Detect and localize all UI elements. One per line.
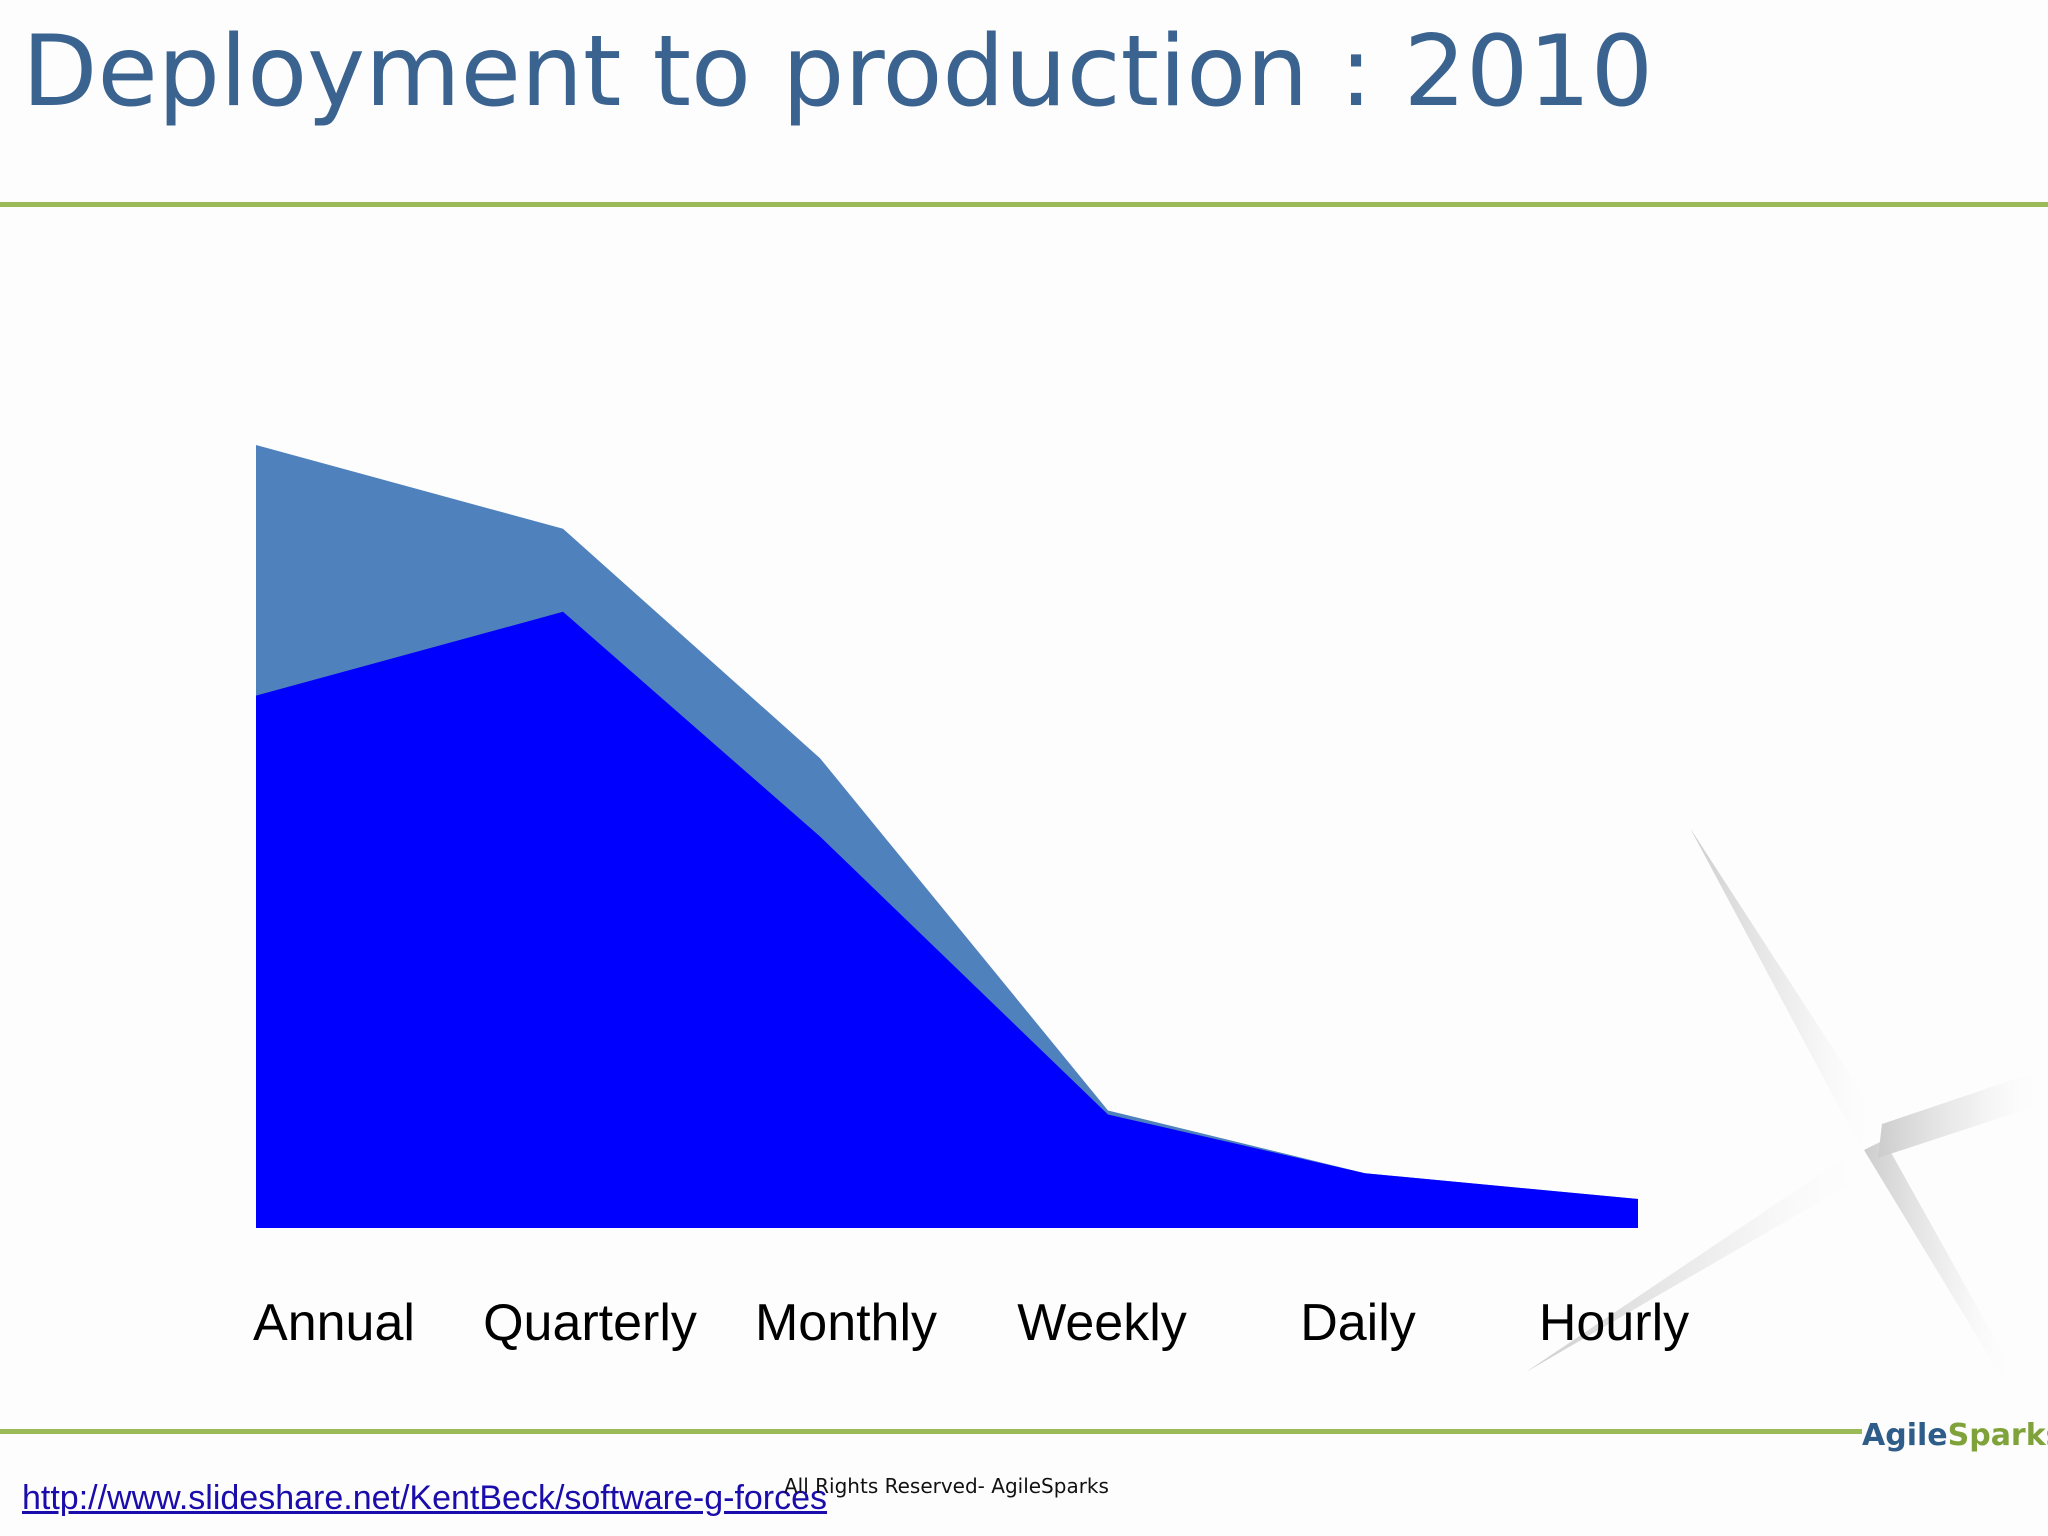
x-tick-label-hourly: Hourly xyxy=(1539,1294,1689,1352)
area-series-2 xyxy=(256,611,1638,1228)
footer-divider xyxy=(0,1429,1862,1434)
x-tick-label-annual: Annual xyxy=(253,1294,415,1352)
source-link[interactable]: http://www.slideshare.net/KentBeck/softw… xyxy=(22,1479,828,1517)
logo-text-sparks: Sparks xyxy=(1947,1418,2048,1453)
sparkle-star-icon xyxy=(1526,828,2048,1404)
copyright-text: All Rights Reserved- AgileSparks xyxy=(784,1474,1109,1498)
title-divider xyxy=(0,202,2048,207)
x-tick-label-quarterly: Quarterly xyxy=(483,1294,697,1352)
x-tick-label-monthly: Monthly xyxy=(755,1294,937,1352)
x-tick-label-weekly: Weekly xyxy=(1017,1294,1187,1352)
x-tick-label-daily: Daily xyxy=(1300,1294,1416,1352)
slide-title: Deployment to production : 2010 xyxy=(22,15,1654,129)
agilesparks-logo: AgileSparks xyxy=(1862,1418,2048,1453)
logo-text-agile: Agile xyxy=(1862,1418,1948,1453)
